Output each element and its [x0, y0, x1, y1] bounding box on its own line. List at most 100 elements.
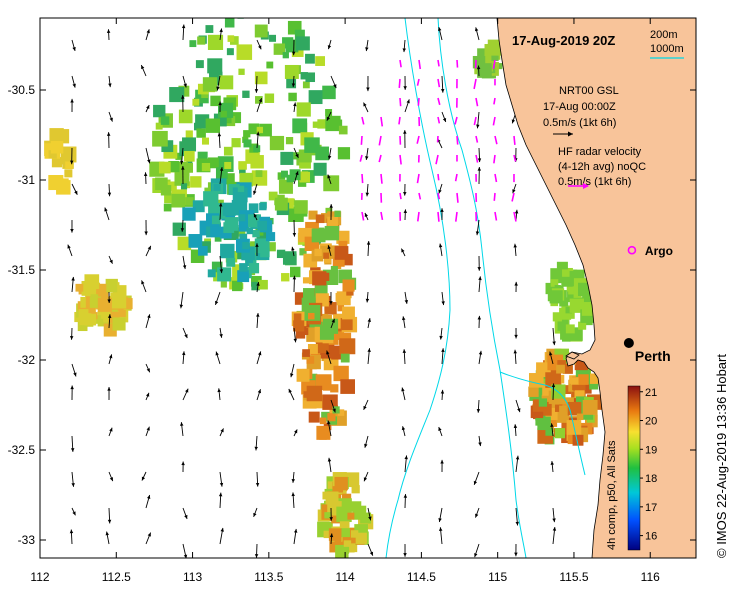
- sst-pixel: [172, 222, 186, 236]
- sst-pixel: [545, 415, 558, 427]
- sst-pixel: [339, 521, 350, 531]
- sst-pixel: [282, 251, 297, 265]
- sst-pixel: [201, 137, 210, 145]
- sst-pixel: [257, 220, 267, 231]
- model-current-arrowhead: [475, 513, 479, 518]
- hf-radar-arrow: [398, 78, 401, 89]
- model-current-arrowhead: [69, 529, 74, 534]
- sst-pixel: [289, 169, 301, 181]
- sst-pixel: [192, 98, 200, 106]
- model-current-arrowhead: [292, 275, 297, 280]
- sst-pixel: [332, 254, 345, 267]
- sst-pixel: [101, 309, 111, 319]
- model-legend-scale: 0.5m/s (1kt 6h): [543, 117, 616, 129]
- hf-radar-arrow: [513, 135, 516, 145]
- hf-radar-arrows: [359, 59, 517, 222]
- sst-pixel: [304, 137, 320, 153]
- isobath-200m: [437, 18, 527, 558]
- model-current-arrowhead: [327, 45, 332, 50]
- y-tick-label: -31.5: [8, 263, 36, 277]
- sst-pixel: [169, 87, 185, 103]
- sst-pixel: [278, 179, 293, 194]
- sst-pixel: [567, 434, 577, 445]
- model-current-arrowhead: [288, 388, 292, 393]
- model-current-arrowhead: [220, 527, 224, 532]
- model-current-arrowhead: [550, 461, 554, 465]
- sst-pixel: [562, 269, 570, 277]
- model-current-arrowhead: [513, 243, 517, 248]
- isobath-1000m: [385, 18, 451, 558]
- sst-pixel: [220, 281, 227, 288]
- sst-pixel: [185, 197, 194, 206]
- sst-pixel: [158, 161, 171, 174]
- model-current-arrowhead: [477, 167, 482, 171]
- place-label-perth: Perth: [635, 348, 671, 364]
- sst-pixel: [308, 210, 318, 220]
- model-current-arrowhead: [404, 455, 408, 460]
- model-current-arrowhead: [404, 300, 409, 304]
- sst-pixel: [269, 34, 277, 42]
- x-tick-label: 115: [488, 570, 507, 584]
- model-current-arrowhead: [146, 426, 150, 431]
- sst-pixel: [242, 90, 250, 98]
- sst-pixel: [477, 63, 492, 78]
- sst-pixel: [220, 243, 235, 259]
- sst-pixel: [294, 29, 305, 40]
- model-current-arrowhead: [367, 348, 371, 352]
- sst-pixel: [248, 123, 260, 135]
- model-current-arrowhead: [366, 241, 371, 245]
- model-current-arrowhead: [326, 116, 331, 121]
- sst-pixel: [562, 385, 572, 395]
- sst-pixel: [554, 285, 561, 292]
- model-current-arrowhead: [219, 167, 224, 171]
- radar-legend-arrow-icon: [568, 183, 589, 189]
- sst-pixel: [295, 329, 306, 339]
- hf-radar-arrow: [454, 116, 458, 125]
- sst-pixel: [307, 344, 318, 354]
- sst-pixel: [306, 356, 315, 364]
- model-current-arrowhead: [550, 423, 554, 428]
- model-current-arrowhead: [70, 385, 74, 390]
- sst-pixel: [313, 162, 327, 176]
- sst-pixel: [308, 90, 323, 105]
- y-tick-label: -30.5: [8, 83, 36, 97]
- sst-pixel: [168, 160, 180, 173]
- model-current-arrowhead: [365, 156, 369, 160]
- sst-pixel: [48, 150, 57, 159]
- model-current-arrowhead: [549, 351, 553, 356]
- y-tick-label: -32: [18, 353, 36, 367]
- model-current-arrowhead: [401, 248, 405, 253]
- x-tick-label: 113.5: [254, 570, 283, 584]
- sst-pixel: [211, 215, 221, 225]
- sst-pixel: [266, 242, 276, 252]
- sst-pixel: [334, 210, 341, 217]
- sst-pixel: [201, 91, 209, 99]
- sst-pixel: [110, 292, 127, 309]
- sst-pixel: [290, 266, 301, 278]
- model-current-arrowhead: [440, 459, 444, 464]
- model-current-arrowhead: [477, 158, 482, 163]
- model-current-arrowhead: [109, 354, 113, 359]
- model-current-arrowhead: [402, 349, 407, 353]
- sst-pixel: [561, 333, 571, 342]
- sst-pixel: [550, 279, 559, 287]
- sst-pixel: [250, 155, 264, 169]
- sst-pixel: [315, 56, 326, 66]
- model-current-arrowhead: [146, 495, 151, 499]
- model-current-arrowhead: [141, 280, 145, 285]
- sst-pixel: [491, 53, 499, 61]
- model-current-arrowhead: [329, 517, 333, 521]
- model-current-arrowhead: [255, 243, 259, 247]
- sst-pixel: [64, 169, 73, 178]
- sst-pixel: [266, 232, 276, 242]
- model-current-arrowhead: [256, 313, 260, 317]
- model-current-arrowhead: [214, 300, 219, 305]
- sst-pixel: [338, 125, 348, 135]
- model-current-arrowhead: [253, 213, 258, 218]
- sst-pixel: [160, 185, 172, 196]
- sst-pixel: [338, 240, 348, 250]
- model-current-arrowhead: [180, 422, 184, 426]
- sst-pixel: [230, 112, 242, 124]
- model-current-arrowhead: [72, 511, 76, 516]
- sst-pixel: [477, 48, 487, 58]
